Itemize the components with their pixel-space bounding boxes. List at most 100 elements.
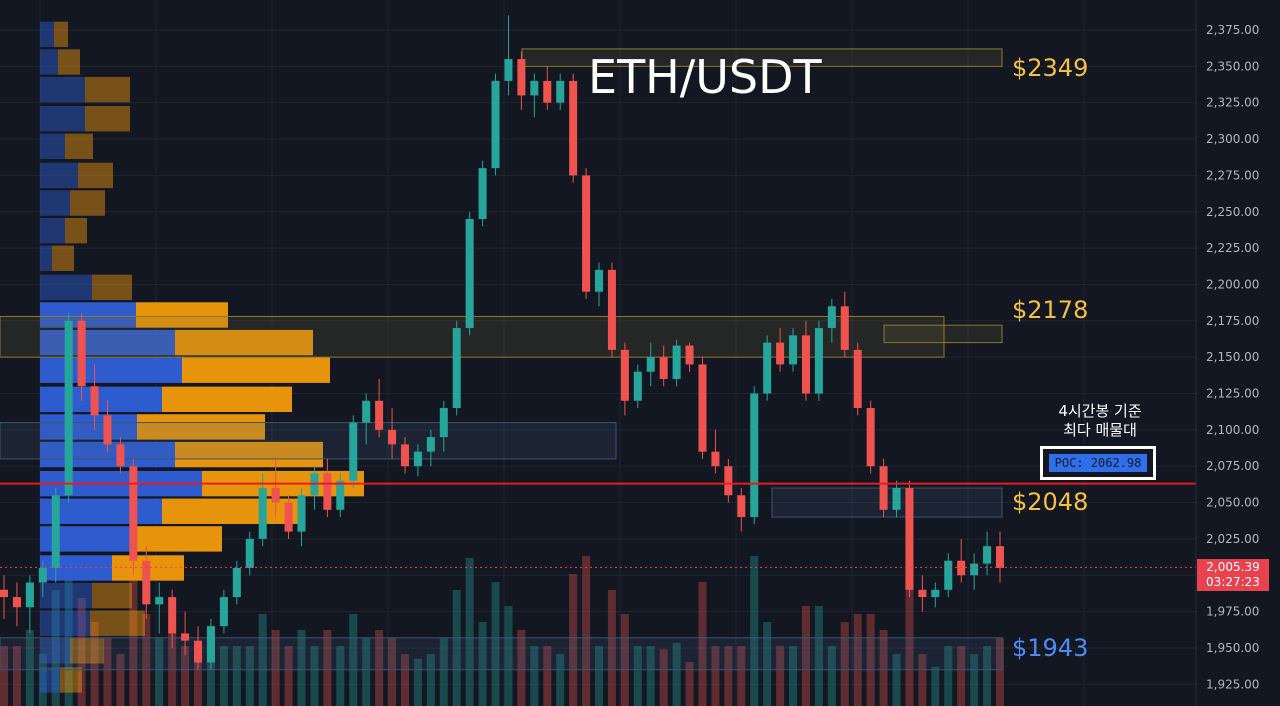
y-tick-label: 2,375.00 [1206,23,1259,37]
y-tick-label: 1,925.00 [1206,677,1259,691]
profile-buy-bar [40,582,92,609]
volume-bar [245,646,254,706]
candle-body [801,335,810,394]
reference-lines [0,482,1196,568]
volume-bar [866,614,875,706]
candle-body [478,168,487,220]
candle [607,262,616,358]
candle-body [400,444,409,467]
volume-bar [388,638,397,706]
volume-bar [103,638,112,706]
candle-body [258,488,267,539]
candle-body [155,597,164,605]
candle [323,458,332,518]
candle-body [556,80,565,103]
candle [737,488,746,532]
volume-bar [297,630,306,706]
volume-bar [543,646,552,706]
volume-bar [931,666,940,706]
profile-buy-bar [40,667,60,693]
volume-bar [323,630,332,706]
candle [698,357,707,459]
candle-body [685,345,694,365]
poc-annotation-line1: 4시간봉 기준 [1058,402,1142,420]
volume-bar [569,574,578,706]
candle-body [12,597,21,608]
volume-bar [685,662,694,706]
volume-bar [983,646,992,706]
candle-body [853,349,862,409]
volume-bar [219,646,228,706]
candle [362,393,371,445]
profile-buy-bar [40,498,162,524]
candle-body [983,546,992,564]
volume-bars [0,556,1005,706]
level-label-2349: $2349 [1012,54,1089,82]
candle-body [595,269,604,292]
volume-bar [504,606,513,706]
candle-body [284,502,293,532]
candle [426,429,435,467]
candle-body [388,429,397,445]
candle [659,345,668,387]
candle-body [970,563,979,576]
candle-body [724,466,733,496]
profile-sell-bar [175,441,323,468]
profile-sell-bar [182,357,330,383]
y-tick-label: 2,050.00 [1206,496,1259,510]
candle-body [194,640,203,663]
volume-bar [336,646,345,706]
price-zone [521,48,1003,67]
candle [892,480,901,518]
candle [983,531,992,576]
candle-body [633,371,642,401]
volume-bar [530,646,539,706]
candle [918,575,927,612]
candle-body [530,80,539,96]
volume-bar [194,646,203,706]
volume-bar [375,630,384,706]
volume-bar [258,614,267,706]
volume-bar [168,630,177,706]
volume-bar [737,646,746,706]
volume-bar [400,654,409,706]
candle-body [711,451,720,467]
candle-body [116,444,125,467]
candle-body [814,328,823,394]
volume-bar [814,606,823,706]
candle-body [918,589,927,598]
candle [646,342,655,387]
profile-sell-bar [58,49,80,75]
poc-annotation-line2: 최다 매물대 [1063,421,1137,439]
y-tick-label: 2,275.00 [1206,168,1259,182]
candle [595,262,604,307]
profile-buy-bar [40,555,112,581]
candle [452,320,461,416]
candle [142,546,151,619]
volume-bar [129,566,138,706]
volume-bar [840,622,849,706]
candle [103,400,112,452]
volume-bar [853,614,862,706]
volume-bar [607,590,616,706]
candle-body [763,342,772,394]
current-price-tag: 2,005.39 03:27:23 [1197,559,1269,591]
volume-bar [724,646,733,706]
volume-bar [426,654,435,706]
candle-body [181,633,190,641]
volume-bar [827,646,836,706]
volume-bar [595,646,604,706]
candle [206,618,215,670]
candle [582,168,591,299]
candle [0,575,9,619]
candle-body [206,626,215,663]
y-tick-label: 2,225.00 [1206,241,1259,255]
profile-sell-bar [130,526,222,552]
candle-body [336,480,345,510]
candle-body [892,488,901,510]
volume-bar [801,606,810,706]
volume-bar [232,646,241,706]
volume-bar [957,646,966,706]
candle-body [0,589,9,598]
